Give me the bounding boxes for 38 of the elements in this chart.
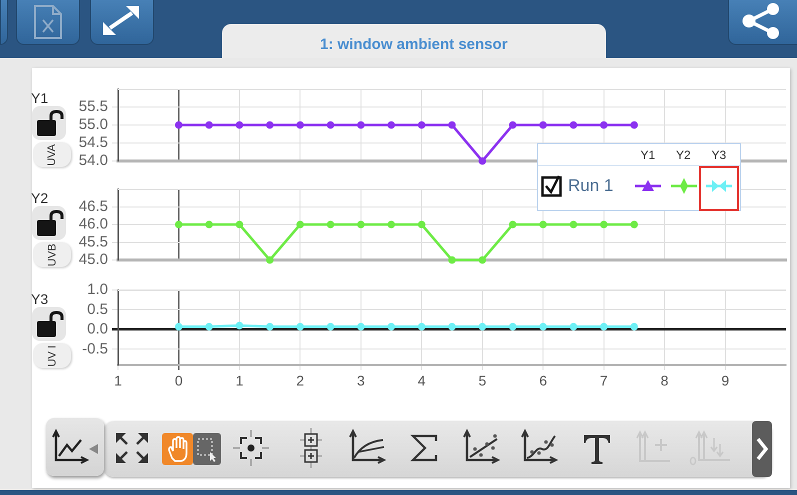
unit-button: UVB [33, 242, 71, 267]
y-tick-label: 45.5 [78, 233, 108, 250]
y-tick-label: 45.0 [78, 251, 108, 268]
x-tick-label: 9 [721, 372, 730, 388]
y-tick-label: 54.0 [78, 152, 108, 170]
y-tick-label: 55.5 [78, 98, 108, 116]
y-axis-title: UV I [46, 344, 58, 366]
y-axis-title: UVB [46, 243, 58, 266]
annotation: Y2 [676, 148, 691, 162]
tab: 1: window ambient sensor [222, 24, 606, 58]
y-tick-label: 55.0 [78, 116, 108, 134]
text: Run 1 [568, 176, 614, 196]
x-tick-label: 3 [357, 372, 366, 388]
x-tick-label: 4 [418, 372, 426, 388]
y-tick-label: 46.0 [78, 216, 108, 233]
text: Y2 [31, 190, 48, 206]
x-tick-label: 7 [600, 372, 608, 388]
x-tick-label: 0 [174, 372, 183, 388]
x-tick-label: 1 [236, 372, 244, 388]
chart-title: 1: window ambient sensor [320, 36, 508, 54]
x-tick-label: 1 [114, 372, 122, 388]
y-axis-title: UVA [46, 144, 58, 166]
y-tick-label: -0.5 [82, 340, 108, 358]
x-tick-label: 6 [539, 372, 548, 388]
text: Y3 [31, 291, 48, 307]
unit-button: UV I [33, 343, 71, 368]
x-tick-label: 5 [478, 372, 486, 388]
y-tick-label: 0.0 [87, 320, 108, 338]
y-tick-label: 46.5 [78, 198, 108, 215]
x-tick-label: 8 [660, 372, 669, 388]
x-tick-label: 2 [296, 372, 304, 388]
annotation: Y1 [640, 148, 656, 162]
text: Y3 [712, 148, 726, 162]
y-tick-label: 0.5 [87, 300, 108, 318]
y-tick-label: 1.0 [87, 281, 108, 298]
y-tick-label: 54.5 [78, 134, 108, 152]
unit-button: UVA [33, 142, 71, 167]
text: Y1 [31, 90, 48, 106]
